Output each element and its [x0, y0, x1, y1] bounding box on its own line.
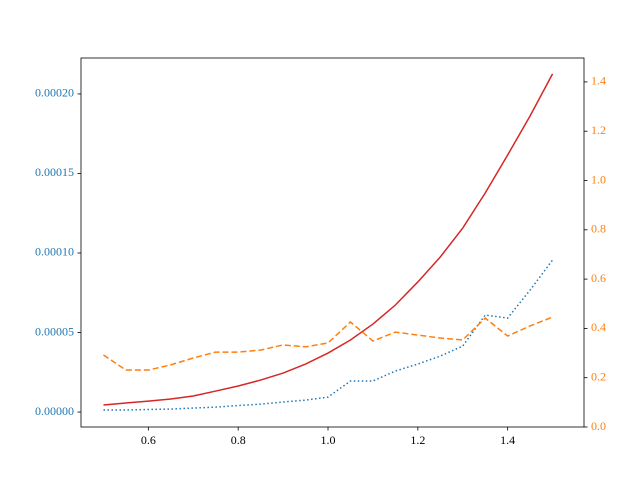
y-tick-label: 0.00000: [35, 404, 74, 418]
y2-tick-label: 0.0: [591, 419, 606, 433]
x-tick-label: 0.6: [141, 433, 156, 447]
y2-tick-label: 0.4: [591, 320, 606, 334]
y-tick-label: 0.00005: [35, 324, 74, 338]
y2-tick-label: 1.4: [591, 74, 606, 88]
series-line: [103, 316, 553, 371]
y-tick-label: 0.00010: [35, 245, 74, 259]
plot-frame: [80, 57, 585, 428]
x-tick-label: 1.4: [500, 433, 515, 447]
y-tick-label: 0.00015: [35, 165, 74, 179]
y2-tick-label: 1.0: [591, 172, 606, 186]
y2-tick-label: 1.2: [591, 123, 606, 137]
y-tick-label: 0.00020: [35, 86, 74, 100]
x-tick-label: 1.0: [321, 433, 336, 447]
series-line: [103, 259, 554, 411]
y2-tick-label: 0.8: [591, 222, 606, 236]
x-tick-label: 1.2: [410, 433, 425, 447]
y2-tick-label: 0.6: [591, 271, 606, 285]
x-tick-label: 0.8: [231, 433, 246, 447]
series-line: [103, 73, 554, 406]
y2-tick-label: 0.2: [591, 369, 606, 383]
